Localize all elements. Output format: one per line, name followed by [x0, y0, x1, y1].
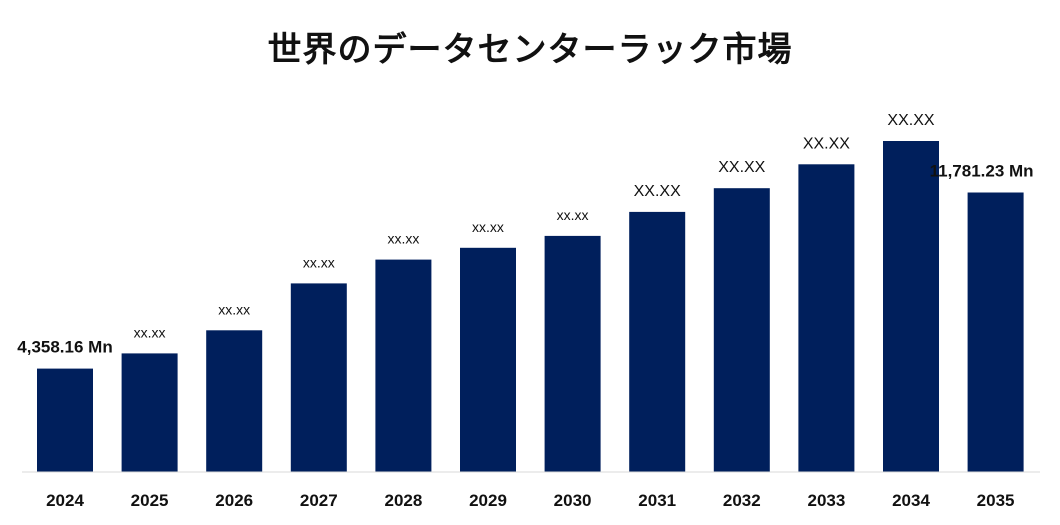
data-label-2027: xx.xx	[303, 254, 335, 270]
data-label-2031: XX.XX	[634, 183, 681, 200]
data-label-2029: xx.xx	[472, 219, 504, 235]
bar-2033	[798, 164, 855, 473]
bar-2032	[713, 188, 770, 472]
x-tick-2026: 2026	[215, 491, 253, 510]
x-tick-2027: 2027	[300, 491, 338, 510]
bar-2026	[206, 330, 263, 472]
bar-2031	[629, 211, 686, 472]
bar-2024	[37, 368, 93, 472]
data-labels-group: 4,358.16 Mn xx.xx xx.xx xx.xx xx.xx xx.xx xx.x…	[17, 112, 1033, 357]
bar-2035	[967, 192, 1024, 472]
data-label-2026: xx.xx	[218, 301, 250, 317]
x-tick-2031: 2031	[638, 491, 676, 510]
bar-2028	[375, 259, 432, 472]
data-label-2032: XX.XX	[718, 159, 765, 176]
bar-2027	[290, 283, 347, 472]
data-label-2034: XX.XX	[887, 112, 934, 129]
x-tick-2025: 2025	[131, 491, 169, 510]
bar-2034	[883, 141, 939, 472]
bars-group	[37, 141, 1024, 473]
x-tick-2032: 2032	[723, 491, 761, 510]
x-tick-2024: 2024	[46, 491, 84, 510]
bar-2025	[121, 353, 178, 472]
data-label-2033: XX.XX	[803, 135, 850, 152]
chart-title: 世界のデータセンターラック市場	[267, 30, 793, 70]
x-tick-2035: 2035	[977, 491, 1015, 510]
data-label-2030: xx.xx	[557, 207, 589, 223]
x-tick-2033: 2033	[807, 491, 845, 510]
data-label-2024: 4,358.16 Mn	[17, 338, 112, 357]
bar-2029	[460, 247, 516, 472]
data-label-2035: 11,781.23 Mn	[930, 162, 1034, 181]
data-label-2025: xx.xx	[134, 324, 166, 340]
bar-2030	[544, 235, 601, 472]
x-tick-2028: 2028	[384, 491, 422, 510]
x-tick-2034: 2034	[892, 491, 930, 510]
data-label-2028: xx.xx	[387, 231, 419, 247]
x-tick-2029: 2029	[469, 491, 507, 510]
x-tick-labels-group: 2024 2025 2026 2027 2028 2029 2030 2031 2032 2033…	[46, 491, 1014, 510]
x-tick-2030: 2030	[554, 491, 592, 510]
